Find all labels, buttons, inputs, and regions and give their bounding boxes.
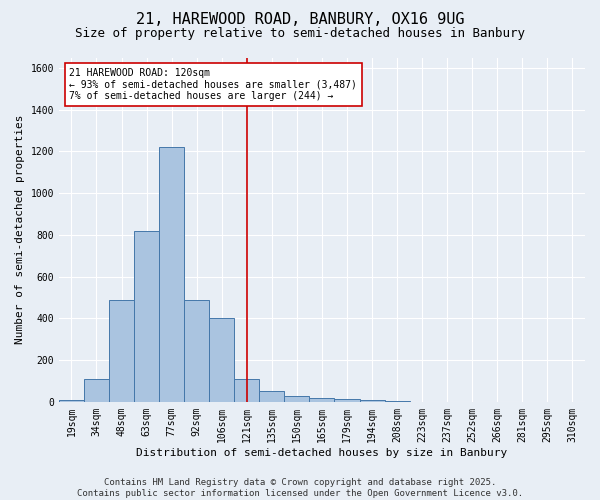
Bar bbox=[59, 400, 84, 402]
Text: Size of property relative to semi-detached houses in Banbury: Size of property relative to semi-detach… bbox=[75, 28, 525, 40]
Bar bbox=[159, 147, 184, 402]
Y-axis label: Number of semi-detached properties: Number of semi-detached properties bbox=[15, 115, 25, 344]
Text: 21 HAREWOOD ROAD: 120sqm
← 93% of semi-detached houses are smaller (3,487)
7% of: 21 HAREWOOD ROAD: 120sqm ← 93% of semi-d… bbox=[70, 68, 358, 101]
Text: 21, HAREWOOD ROAD, BANBURY, OX16 9UG: 21, HAREWOOD ROAD, BANBURY, OX16 9UG bbox=[136, 12, 464, 28]
Bar bbox=[334, 400, 359, 402]
Bar bbox=[184, 300, 209, 402]
Bar bbox=[109, 300, 134, 402]
Bar bbox=[359, 400, 385, 402]
Bar bbox=[310, 398, 334, 402]
Bar bbox=[284, 396, 310, 402]
X-axis label: Distribution of semi-detached houses by size in Banbury: Distribution of semi-detached houses by … bbox=[136, 448, 508, 458]
Bar bbox=[84, 379, 109, 402]
Bar bbox=[234, 379, 259, 402]
Text: Contains HM Land Registry data © Crown copyright and database right 2025.
Contai: Contains HM Land Registry data © Crown c… bbox=[77, 478, 523, 498]
Bar bbox=[209, 318, 234, 402]
Bar bbox=[134, 230, 159, 402]
Bar bbox=[259, 392, 284, 402]
Bar bbox=[385, 401, 410, 402]
